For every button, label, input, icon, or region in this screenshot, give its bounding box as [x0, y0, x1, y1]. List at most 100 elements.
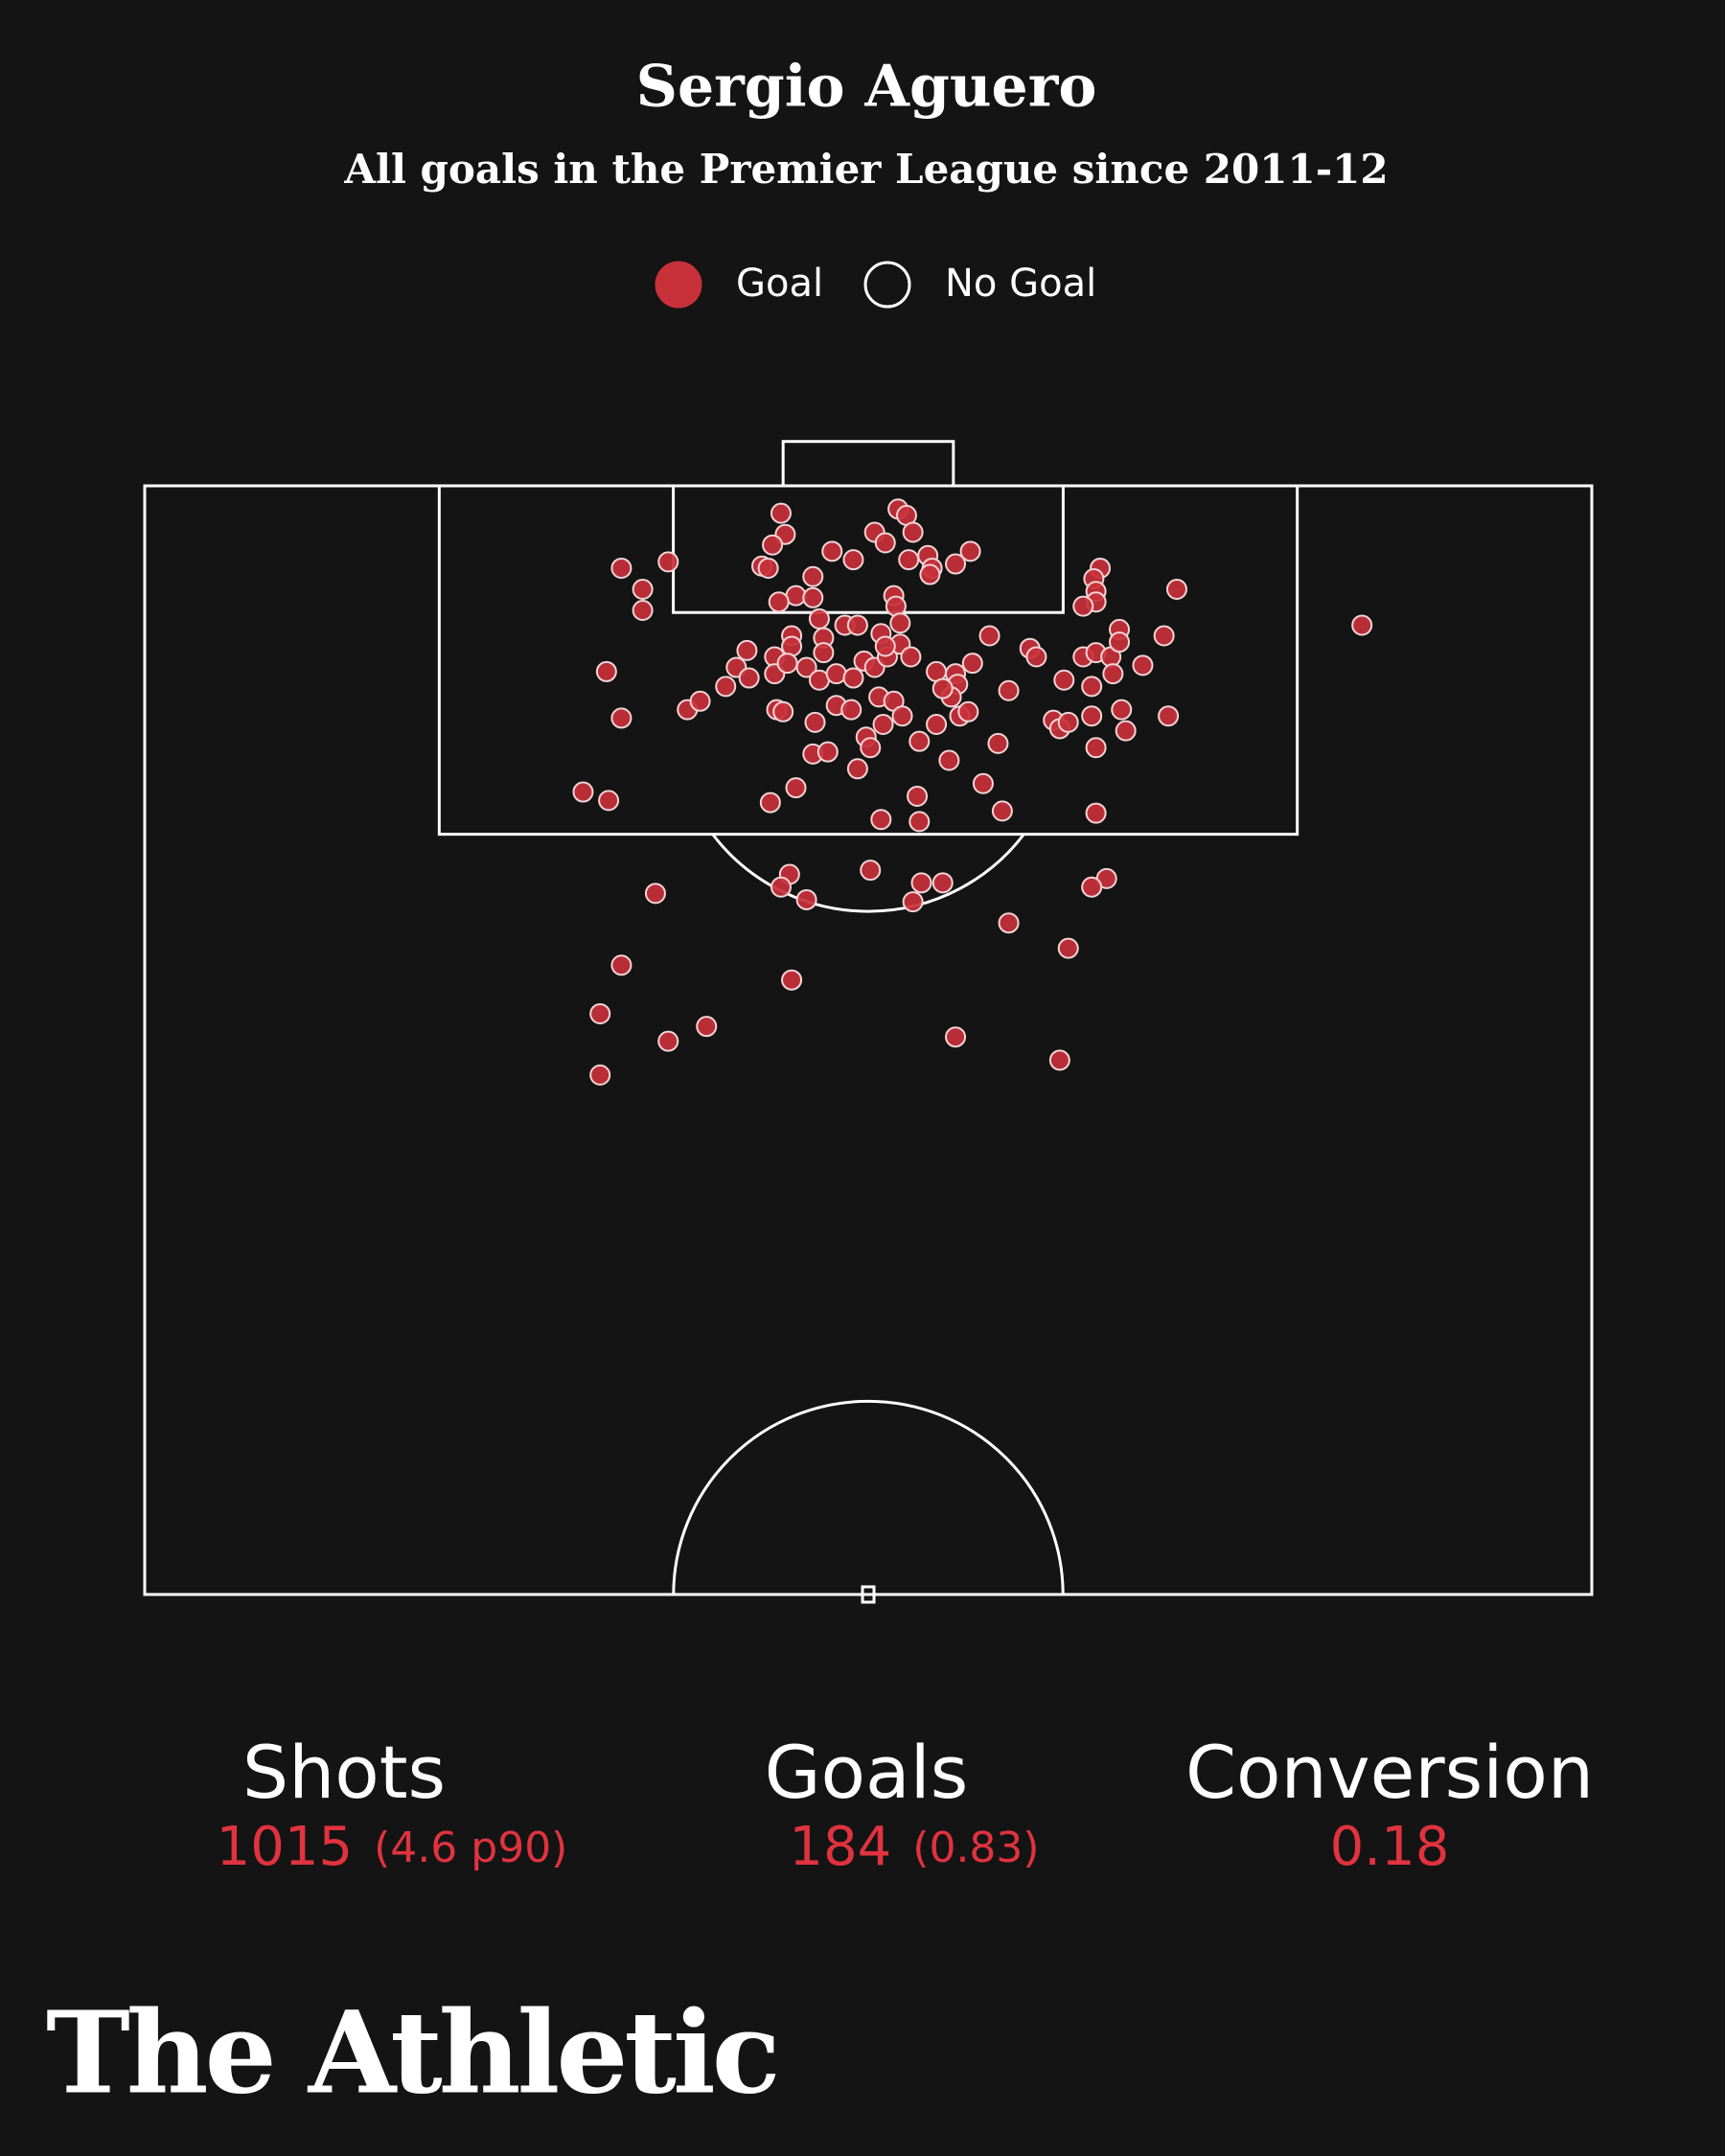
shot [759, 791, 781, 814]
shot [860, 737, 882, 759]
shot [1111, 699, 1133, 721]
shot [959, 540, 981, 562]
legend-marker [655, 261, 702, 309]
shot [1085, 802, 1107, 824]
shot [846, 758, 868, 780]
penalty-arc [711, 833, 1025, 913]
stat-label: Shots [242, 1730, 446, 1815]
shot [816, 741, 839, 763]
shot [696, 1016, 718, 1038]
stat-value: 184 [789, 1816, 891, 1878]
stat-value-line: 0.18 [1330, 1816, 1450, 1878]
shot [772, 700, 794, 722]
legend-label: Goal [736, 262, 823, 306]
shot [1115, 720, 1137, 742]
shot [589, 1002, 611, 1024]
shot [598, 790, 620, 812]
shot [987, 732, 1009, 754]
shot [860, 860, 882, 882]
shot [610, 954, 632, 976]
shot [802, 565, 824, 587]
shot [689, 690, 711, 712]
stat-value-line: 1015 (4.6 p90) [217, 1816, 568, 1878]
shot [1025, 646, 1047, 668]
shot [762, 534, 784, 556]
stat-label: Goals [765, 1730, 969, 1815]
shot [840, 699, 862, 721]
shot [738, 667, 760, 689]
pitch [143, 440, 1594, 1604]
shot [1081, 676, 1103, 698]
shot [1102, 663, 1124, 685]
shot [1057, 711, 1079, 733]
shot [795, 656, 817, 678]
shot [998, 912, 1020, 934]
shot [1165, 578, 1187, 600]
shot [1085, 737, 1107, 759]
shot [715, 676, 737, 698]
shot [978, 625, 1000, 647]
shots [572, 498, 1373, 1086]
goal [781, 440, 955, 488]
shot [926, 714, 948, 736]
stat-value-line: 184 (0.83) [789, 1816, 1039, 1878]
shot [908, 811, 931, 833]
shot [804, 711, 826, 733]
shot [872, 714, 894, 736]
shot [898, 549, 920, 571]
shot [572, 781, 594, 803]
shot [657, 551, 679, 573]
shot [1158, 705, 1180, 727]
shot [821, 540, 843, 562]
shot [1351, 614, 1373, 636]
shot [736, 639, 758, 661]
shot [795, 888, 817, 910]
shot [808, 608, 830, 630]
shot [991, 800, 1013, 822]
shot [632, 578, 654, 600]
six-yard-box [672, 484, 1065, 614]
stat-label: Conversion [1185, 1730, 1594, 1815]
stat-detail: (4.6 p90) [374, 1823, 567, 1872]
stat-value: 0.18 [1330, 1816, 1450, 1878]
stat-value: 1015 [217, 1816, 354, 1878]
shot [961, 653, 983, 675]
shot [938, 749, 960, 771]
centre-circle [672, 1400, 1065, 1595]
shot [870, 809, 892, 831]
shot [1072, 595, 1094, 617]
shot [776, 653, 798, 675]
shot [610, 557, 632, 579]
shot [902, 891, 924, 913]
shot [842, 549, 864, 571]
brand: The Athletic [46, 1986, 777, 2120]
shot [891, 705, 913, 727]
shot [945, 553, 967, 575]
shot [889, 612, 911, 634]
shot [825, 663, 847, 685]
shot [945, 1026, 967, 1048]
stat-detail: (0.83) [912, 1823, 1039, 1872]
shot [770, 876, 792, 898]
shot [781, 969, 803, 991]
legend-marker [863, 261, 911, 309]
centre-spot [861, 1585, 876, 1604]
shot [932, 677, 954, 700]
shot [998, 679, 1020, 701]
shot [907, 785, 929, 807]
shot [874, 532, 896, 554]
shot [657, 1030, 679, 1052]
shot [589, 1064, 611, 1086]
shot [846, 614, 868, 636]
shot [813, 642, 835, 664]
shot [595, 660, 617, 682]
shot [802, 586, 824, 608]
shot [1053, 669, 1075, 691]
shot [910, 872, 932, 894]
shot [757, 557, 779, 579]
shot [785, 777, 807, 799]
shot [1081, 705, 1103, 727]
shot [1132, 654, 1154, 677]
